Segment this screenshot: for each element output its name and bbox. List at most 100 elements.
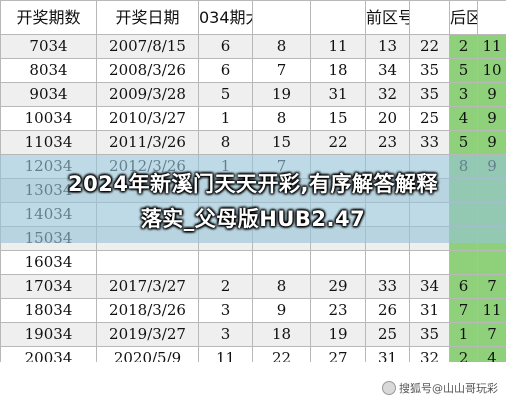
front-zone-number-cell: 31 <box>310 82 366 107</box>
front-zone-number-cell: 2 <box>198 274 253 299</box>
draw-date-cell: 2017/3/27 <box>96 274 199 299</box>
front-zone-number-cell: 5 <box>198 82 253 107</box>
draw-date-cell: 2011/3/26 <box>96 130 199 155</box>
issue-number-cell: 19034 <box>0 322 97 347</box>
front-zone-number-cell: 3 <box>198 298 253 323</box>
front-zone-number-cell: 26 <box>365 298 410 323</box>
front-zone-number-cell: 35 <box>409 322 450 347</box>
front-zone-number-cell: 34 <box>409 274 450 299</box>
header-cell <box>477 0 506 35</box>
back-zone-number-cell: 7 <box>477 322 506 347</box>
table-row: 10034 2010/3/27 1 8 15 20 25 4 9 <box>0 106 506 131</box>
table-row: 19034 2019/3/27 3 18 19 25 35 1 7 <box>0 322 506 347</box>
front-zone-number-cell: 9 <box>252 298 311 323</box>
front-zone-number-cell: 3 <box>198 322 253 347</box>
front-zone-number-cell: 31 <box>409 298 450 323</box>
front-zone-number-cell: 15 <box>310 106 366 131</box>
front-zone-number-cell <box>252 250 311 275</box>
front-zone-number-cell: 20 <box>365 106 410 131</box>
issue-number-cell: 8034 <box>0 58 97 83</box>
draw-date-cell: 2010/3/27 <box>96 106 199 131</box>
front-zone-number-cell <box>365 250 410 275</box>
back-zone-number-cell: 4 <box>449 106 478 131</box>
front-zone-number-cell: 18 <box>252 322 311 347</box>
draw-date-cell: 2019/3/27 <box>96 322 199 347</box>
front-zone-number-cell <box>310 250 366 275</box>
back-zone-number-cell: 11 <box>477 34 506 59</box>
back-zone-number-cell: 3 <box>449 82 478 107</box>
front-zone-number-cell: 32 <box>365 82 410 107</box>
front-zone-number-cell: 15 <box>252 130 311 155</box>
issue-number-cell: 16034 <box>0 250 97 275</box>
front-zone-number-cell: 25 <box>365 322 410 347</box>
banner-title-line-2: 落实_父母版HUB2.47 <box>140 207 366 231</box>
table-row: 16034 <box>0 250 506 275</box>
issue-number-cell: 18034 <box>0 298 97 323</box>
back-zone-number-cell: 9 <box>477 82 506 107</box>
source-watermark: 搜狐号@山山哥玩彩 <box>382 380 498 396</box>
back-zone-number-cell <box>449 250 478 275</box>
back-zone-number-cell: 11 <box>477 298 506 323</box>
front-zone-number-cell: 35 <box>409 82 450 107</box>
front-zone-number-cell: 35 <box>409 58 450 83</box>
header-cell: 开奖日期 <box>96 0 199 35</box>
back-zone-number-cell: 1 <box>449 322 478 347</box>
header-cell: 前区号码 <box>365 0 410 35</box>
header-cell: 开奖期数 <box>0 0 97 35</box>
back-zone-number-cell: 2 <box>449 34 478 59</box>
header-row: 开奖期数开奖日期034期大乐透 前区号码 后区号码 <box>0 0 506 35</box>
back-zone-number-cell: 6 <box>449 274 478 299</box>
draw-date-cell <box>96 250 199 275</box>
front-zone-number-cell: 1 <box>198 106 253 131</box>
header-cell: 034期大乐透 <box>198 0 253 35</box>
front-zone-number-cell: 8 <box>252 106 311 131</box>
header-cell: 后区号码 <box>449 0 478 35</box>
back-zone-number-cell: 7 <box>477 274 506 299</box>
draw-date-cell: 2009/3/28 <box>96 82 199 107</box>
issue-number-cell: 10034 <box>0 106 97 131</box>
front-zone-number-cell <box>198 250 253 275</box>
back-zone-number-cell <box>477 250 506 275</box>
table-row: 9034 2009/3/28 5 19 31 32 35 3 9 <box>0 82 506 107</box>
watermark-text: 搜狐号@山山哥玩彩 <box>399 382 498 395</box>
table-row: 18034 2018/3/26 3 9 23 26 31 7 11 <box>0 298 506 323</box>
banner-title-line-1: 2024年新溪门天天开彩,有序解答解释 <box>68 172 438 196</box>
back-zone-number-cell: 10 <box>477 58 506 83</box>
table-row: 17034 2017/3/27 2 8 29 33 34 6 7 <box>0 274 506 299</box>
draw-date-cell: 2008/3/26 <box>96 58 199 83</box>
front-zone-number-cell: 33 <box>409 130 450 155</box>
front-zone-number-cell: 23 <box>310 298 366 323</box>
issue-number-cell: 11034 <box>0 130 97 155</box>
header-cell <box>409 0 450 35</box>
front-zone-number-cell: 7 <box>252 58 311 83</box>
watermark-logo-icon <box>382 381 396 395</box>
front-zone-number-cell: 22 <box>310 130 366 155</box>
table-row: 20034 2020/5/9 11 22 27 31 32 2 4 <box>0 346 506 371</box>
front-zone-number-cell: 8 <box>252 34 311 59</box>
title-banner-overlay <box>0 155 506 243</box>
issue-number-cell: 7034 <box>0 34 97 59</box>
front-zone-number-cell: 19 <box>310 322 366 347</box>
header-cell <box>310 0 366 35</box>
front-zone-number-cell: 29 <box>310 274 366 299</box>
front-zone-number-cell: 13 <box>365 34 410 59</box>
back-zone-number-cell: 9 <box>477 106 506 131</box>
front-zone-number-cell: 11 <box>310 34 366 59</box>
front-zone-number-cell: 19 <box>252 82 311 107</box>
front-zone-number-cell: 8 <box>198 130 253 155</box>
back-zone-number-cell: 5 <box>449 58 478 83</box>
front-zone-number-cell: 6 <box>198 58 253 83</box>
front-zone-number-cell: 34 <box>365 58 410 83</box>
draw-date-cell: 2007/8/15 <box>96 34 199 59</box>
back-zone-number-cell: 5 <box>449 130 478 155</box>
front-zone-number-cell: 25 <box>409 106 450 131</box>
header-cell <box>252 0 311 35</box>
table-row: 7034 2007/8/15 6 8 11 13 22 2 11 <box>0 34 506 59</box>
front-zone-number-cell: 23 <box>365 130 410 155</box>
table-row: 8034 2008/3/26 6 7 18 34 35 5 10 <box>0 58 506 83</box>
front-zone-number-cell <box>409 250 450 275</box>
back-zone-number-cell: 9 <box>477 130 506 155</box>
front-zone-number-cell: 8 <box>252 274 311 299</box>
front-zone-number-cell: 6 <box>198 34 253 59</box>
back-zone-number-cell: 7 <box>449 298 478 323</box>
